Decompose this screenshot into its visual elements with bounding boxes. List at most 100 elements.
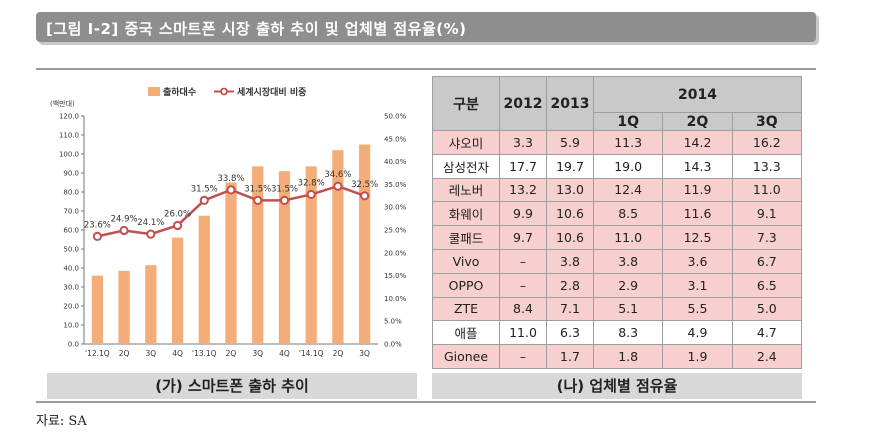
shipment-bar xyxy=(91,275,103,344)
figure-title: [그림 I-2] 중국 스마트폰 시장 출하 추이 및 업체별 점유율(%) xyxy=(46,20,467,38)
share-data-label: 31.5% xyxy=(244,184,271,194)
bottom-rule xyxy=(36,401,816,403)
y-left-tick-label: 110.0 xyxy=(59,132,79,140)
y-left-tick-label: 90.0 xyxy=(63,170,79,178)
share-data-label: 32.8% xyxy=(298,178,325,188)
y-right-tick-label: 30.0% xyxy=(384,204,407,212)
shipment-bar xyxy=(332,150,344,344)
table-row: 레노버 13.2 13.0 12.4 11.9 11.0 xyxy=(432,177,803,203)
share-cell: 11.3 xyxy=(592,130,664,155)
x-tick-label: 3Q xyxy=(252,349,263,358)
y-right-tick-label: 10.0% xyxy=(384,295,407,303)
share-point xyxy=(333,181,343,191)
share-cell: 12.4 xyxy=(592,177,664,203)
share-cell: 13.2 xyxy=(499,177,547,203)
share-point xyxy=(253,195,263,205)
y-left-tick-label: 50.0 xyxy=(63,246,79,254)
share-cell: 6.3 xyxy=(546,320,594,346)
table-row: 쿨패드 9.7 10.6 11.0 12.5 7.3 xyxy=(432,225,803,250)
header-2012: 2012 xyxy=(499,76,547,131)
share-cell: 7.1 xyxy=(546,296,594,322)
share-cell: – xyxy=(499,248,547,274)
share-cell: 14.2 xyxy=(662,130,733,155)
y-right-tick-label: 5.0% xyxy=(384,318,402,326)
y-right-tick-label: 25.0% xyxy=(384,227,407,235)
legend-bar-label: 출하대수 xyxy=(163,86,196,98)
share-cell: 2.4 xyxy=(731,344,803,369)
vendor-name: OPPO xyxy=(432,272,500,298)
caption-shipment-trend: (가) 스마트폰 출하 추이 xyxy=(47,373,417,399)
shipment-chart: 0.0 10.0 20.0 30.0 40.0 50.0 60.0 70.0 80.0 90.0 1… xyxy=(44,76,426,368)
header-2013: 2013 xyxy=(546,76,594,131)
vendor-name: Gionee xyxy=(432,344,500,369)
vendor-name: 레노버 xyxy=(432,177,500,203)
y-right-tick-label: 20.0% xyxy=(384,249,407,257)
share-cell: 3.6 xyxy=(662,248,733,274)
header-1q: 1Q xyxy=(592,112,664,131)
y-right-tick-label: 40.0% xyxy=(384,158,407,166)
y-left-tick-label: 20.0 xyxy=(63,303,79,311)
share-data-label: 34.6% xyxy=(324,170,351,180)
share-data-label: 31.5% xyxy=(271,184,298,194)
share-data-label: 33.8% xyxy=(217,174,244,184)
caption-vendor-share: (나) 업체별 점유율 xyxy=(432,373,802,399)
share-point xyxy=(199,195,209,205)
share-point xyxy=(92,231,102,241)
share-cell: 8.4 xyxy=(499,296,547,322)
share-cell: 6.5 xyxy=(731,272,803,298)
table-row: ZTE 8.4 7.1 5.1 5.5 5.0 xyxy=(432,296,803,322)
y-left-tick-label: 80.0 xyxy=(63,189,79,197)
table-row: 화웨이 9.9 10.6 8.5 11.6 9.1 xyxy=(432,201,803,227)
share-cell: 11.6 xyxy=(662,201,733,227)
legend-line-marker xyxy=(220,87,228,96)
share-point xyxy=(226,185,236,195)
share-cell: 3.1 xyxy=(662,272,733,298)
share-data-label: 24.9% xyxy=(111,214,138,224)
shipment-bar xyxy=(145,265,157,344)
share-cell: 14.3 xyxy=(662,153,733,179)
y-left-tick-label: 10.0 xyxy=(63,322,79,330)
share-cell: – xyxy=(499,344,547,369)
vendor-name: 쿨패드 xyxy=(432,225,500,250)
share-data-label: 31.5% xyxy=(191,184,218,194)
y-right-tick-label: 35.0% xyxy=(384,181,407,189)
table-row: 샤오미 3.3 5.9 11.3 14.2 16.2 xyxy=(432,130,803,155)
share-cell: 11.0 xyxy=(731,177,803,203)
y-left-tick-label: 60.0 xyxy=(63,227,79,235)
shipment-bar xyxy=(252,166,264,344)
y-left-tick-label: 100.0 xyxy=(59,151,79,159)
y-right-tick-label: 50.0% xyxy=(384,113,407,121)
share-cell: 13.3 xyxy=(731,153,803,179)
table-row: OPPO –2.8 2.9 3.1 6.5 xyxy=(432,272,803,298)
x-tick-label: 2Q xyxy=(333,349,344,358)
share-cell: 5.1 xyxy=(592,296,664,322)
x-tick-label: 2Q xyxy=(226,349,237,358)
share-point xyxy=(172,220,183,231)
share-cell: 3.3 xyxy=(499,130,547,155)
y-left-tick-label: 120.0 xyxy=(59,113,79,121)
figure-title-bar: [그림 I-2] 중국 스마트폰 시장 출하 추이 및 업체별 점유율(%) xyxy=(36,12,816,42)
share-cell: 3.8 xyxy=(592,248,664,274)
share-cell: 8.3 xyxy=(592,320,664,346)
x-tick-label: 2Q xyxy=(119,349,130,358)
share-cell: 9.1 xyxy=(731,201,803,227)
share-cell: 1.7 xyxy=(546,344,594,369)
share-data-label: 23.6% xyxy=(84,220,111,230)
header-3q: 3Q xyxy=(731,112,803,131)
share-cell: 6.7 xyxy=(731,248,803,274)
share-cell: 19.7 xyxy=(546,153,594,179)
vendor-name: 샤오미 xyxy=(432,130,500,155)
shipment-bar xyxy=(305,166,317,344)
y-right-tick-label: 0.0% xyxy=(384,341,402,349)
share-cell: 1.9 xyxy=(662,344,733,369)
vendor-name: 삼성전자 xyxy=(432,153,500,179)
shipment-bar xyxy=(359,144,371,344)
share-data-label: 26.0% xyxy=(164,209,191,219)
y-left-unit-label: (백만대) xyxy=(50,99,75,108)
vendor-name: 화웨이 xyxy=(432,201,500,227)
share-point xyxy=(306,189,316,200)
share-cell: 12.5 xyxy=(662,225,733,250)
share-cell: 9.9 xyxy=(499,201,547,227)
share-cell: 4.9 xyxy=(662,320,733,346)
y-left-tick-label: 70.0 xyxy=(63,208,79,216)
